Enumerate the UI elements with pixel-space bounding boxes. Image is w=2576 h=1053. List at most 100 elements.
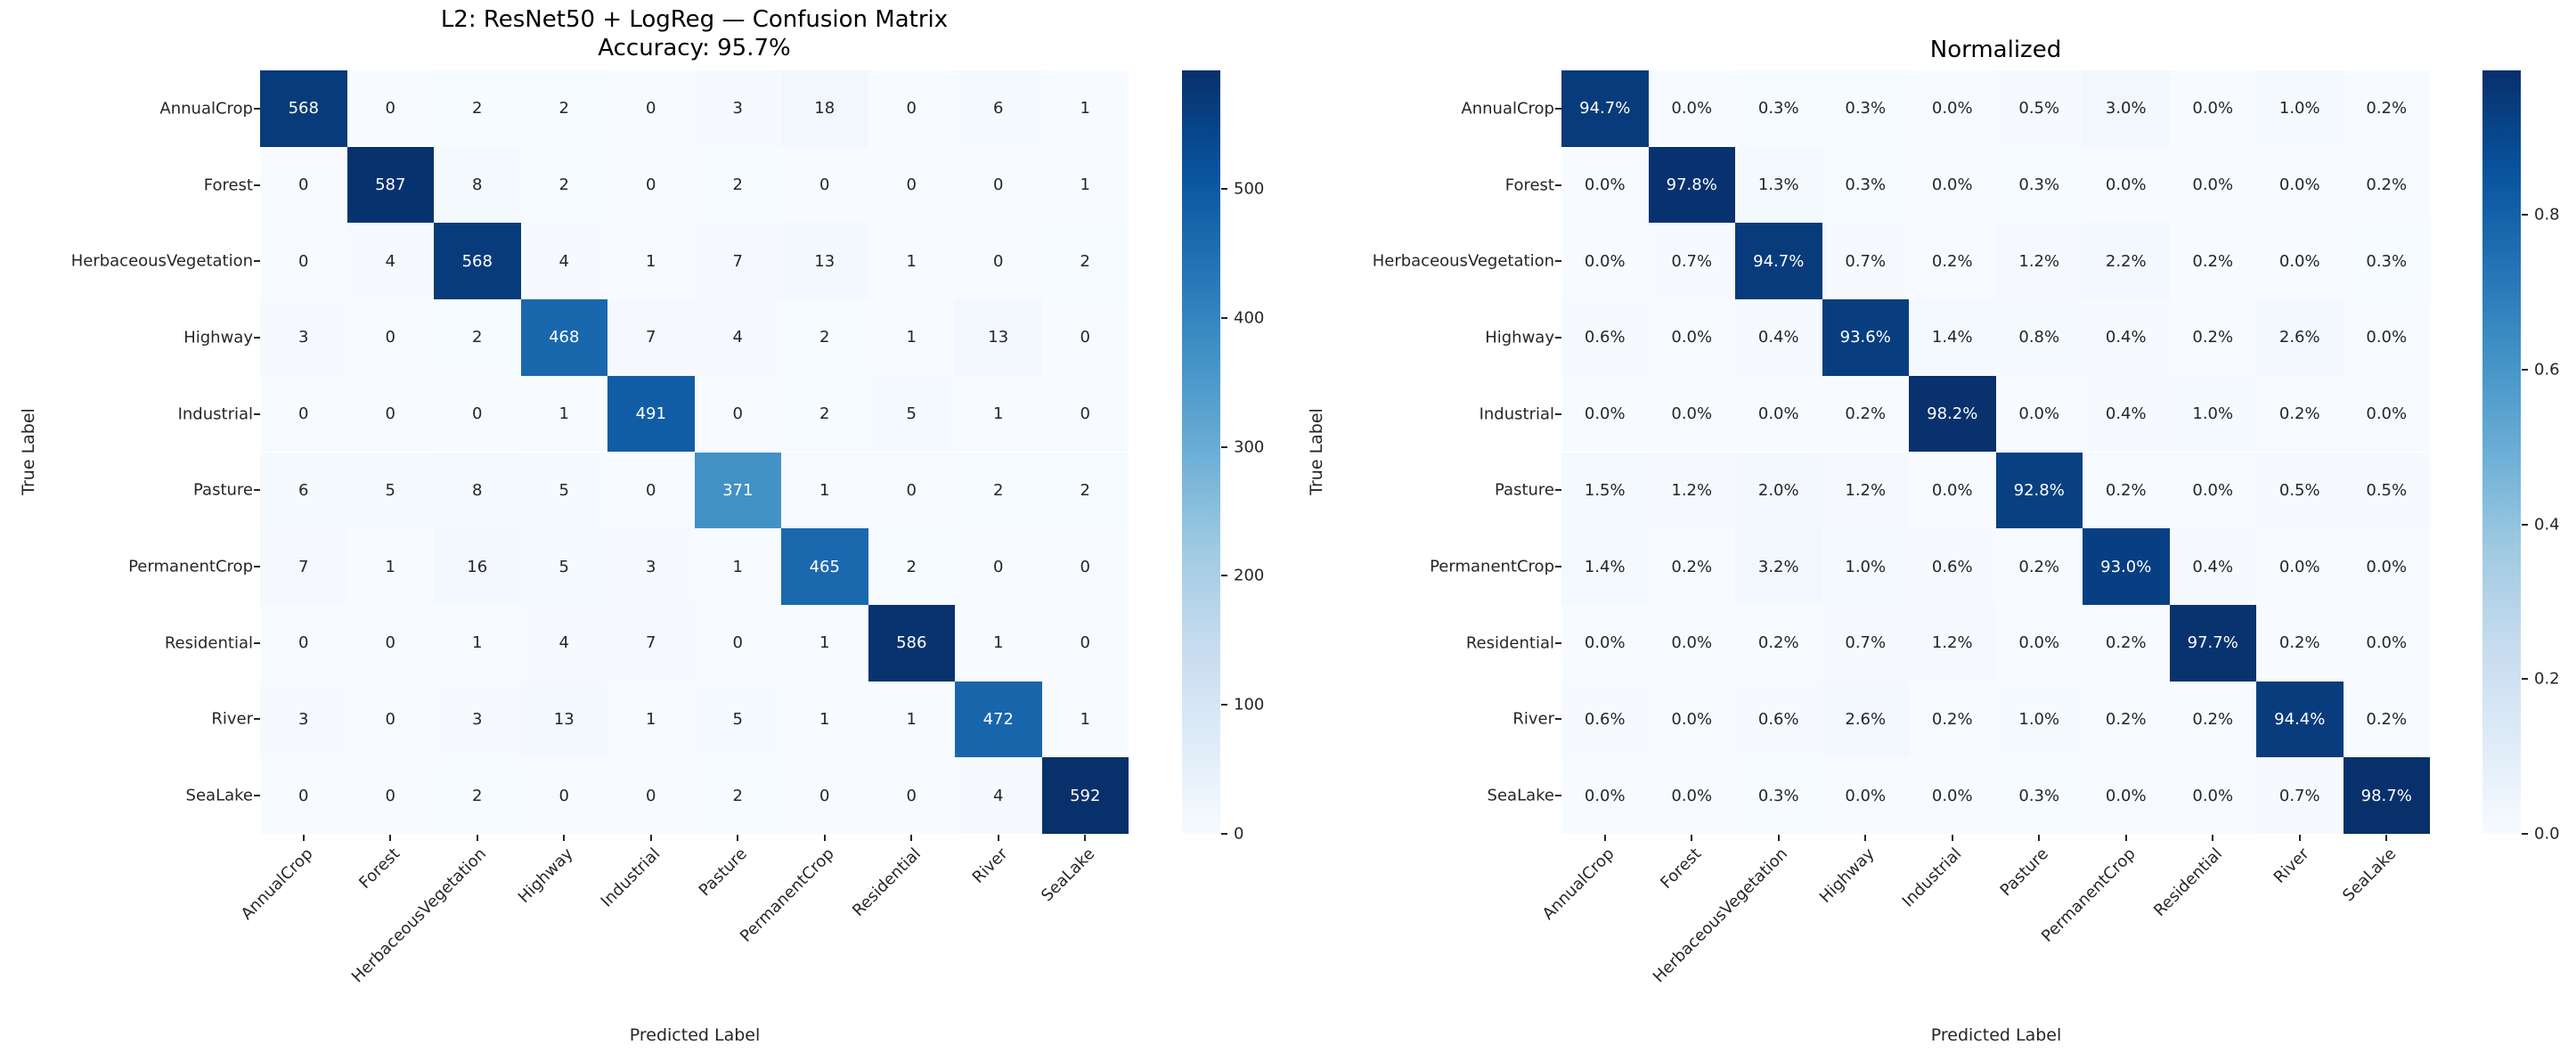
- cell-value: 94.4%: [2274, 709, 2326, 729]
- heatmap-cell: 0.6%: [1909, 528, 1996, 605]
- heatmap-cell: 0.2%: [1735, 604, 1822, 682]
- y-tick-label: Highway: [183, 328, 253, 347]
- cell-value: 0.6%: [1931, 557, 1973, 576]
- x-tick-mark: [389, 835, 392, 841]
- cell-value: 0.4%: [2105, 328, 2147, 347]
- x-tick-label: Industrial: [598, 845, 664, 911]
- cell-value: 1: [472, 633, 483, 653]
- heatmap-cell: 3.0%: [2083, 70, 2170, 147]
- heatmap-cell: 0: [694, 604, 781, 682]
- cell-value: 1: [1080, 176, 1090, 195]
- heatmap-cell: 0.2%: [2083, 452, 2170, 529]
- heatmap-cell: 94.4%: [2256, 681, 2344, 758]
- colorbar-tick-mark: [1221, 833, 1227, 835]
- cell-value: 0.3%: [2018, 176, 2060, 195]
- y-tick-label: Pasture: [193, 480, 253, 500]
- heatmap-cell: 1: [434, 604, 521, 682]
- y-tick-label: Industrial: [177, 404, 253, 424]
- heatmap-cell: 1.0%: [2256, 70, 2344, 147]
- cell-value: 3: [646, 557, 656, 576]
- cell-value: 0.4%: [2105, 404, 2147, 424]
- cell-value: 0.0%: [1584, 786, 1626, 805]
- heatmap-cell: 1: [1041, 681, 1129, 758]
- cell-value: 5: [732, 709, 743, 729]
- cell-value: 371: [722, 480, 754, 500]
- heatmap-cell: 0.3%: [1822, 146, 1909, 224]
- heatmap-cell: 7: [694, 223, 781, 300]
- cell-value: 0: [385, 709, 395, 729]
- heatmap-cell: 2: [1041, 223, 1129, 300]
- cell-value: 2: [732, 786, 743, 805]
- cell-value: 2: [819, 404, 830, 424]
- cell-value: 1: [819, 480, 830, 500]
- heatmap-cell: 2.6%: [1822, 681, 1909, 758]
- x-tick-label: Forest: [355, 845, 404, 893]
- cell-value: 0.0%: [1671, 99, 1713, 118]
- colorbar-tick-mark: [1221, 575, 1227, 577]
- heatmap-cell: 6: [955, 70, 1042, 147]
- cell-value: 1: [732, 557, 743, 576]
- heatmap-cell: 465: [781, 528, 868, 605]
- heatmap-cell: 0: [434, 375, 521, 453]
- cell-value: 0.0%: [2105, 176, 2147, 195]
- cell-value: 1: [646, 709, 656, 729]
- heatmap-cell: 0.0%: [1561, 604, 1649, 682]
- heatmap-cell: 0.4%: [2083, 375, 2170, 453]
- heatmap-cell: 0.0%: [1561, 757, 1649, 834]
- y-tick-mark: [254, 184, 260, 186]
- cell-value: 0: [732, 633, 743, 653]
- heatmap-cell: 1: [868, 681, 955, 758]
- heatmap-cell: 0.6%: [1735, 681, 1822, 758]
- cell-value: 3.0%: [2105, 99, 2147, 118]
- y-tick-label: HerbaceousVegetation: [70, 251, 253, 271]
- cell-value: 0: [646, 480, 656, 500]
- cell-value: 0: [646, 99, 656, 118]
- y-tick-label: Pasture: [1495, 480, 1554, 500]
- heatmap-cell: 97.7%: [2169, 604, 2256, 682]
- heatmap-cell: 1.2%: [1909, 604, 1996, 682]
- heatmap-cell: 0.0%: [2169, 70, 2256, 147]
- y-tick-mark: [1555, 184, 1561, 186]
- cell-value: 93.6%: [1839, 328, 1891, 347]
- heatmap-cell: 0.7%: [2256, 757, 2344, 834]
- heatmap-cell: 3: [434, 681, 521, 758]
- cell-value: 0: [298, 786, 309, 805]
- x-tick-label: AnnualCrop: [1538, 845, 1618, 924]
- cell-value: 1.4%: [1931, 328, 1973, 347]
- cell-value: 13: [553, 709, 575, 729]
- cell-value: 16: [467, 557, 488, 576]
- cell-value: 1: [1080, 709, 1090, 729]
- cell-value: 0.7%: [2278, 786, 2320, 805]
- heatmap-cell: 1.4%: [1909, 299, 1996, 376]
- cell-value: 1: [993, 633, 1004, 653]
- left-plot-title-line1: L2: ResNet50 + LogReg — Confusion Matrix: [440, 6, 949, 33]
- heatmap-cell: 2: [781, 299, 868, 376]
- heatmap-cell: 13: [520, 681, 607, 758]
- cell-value: 0.0%: [1584, 176, 1626, 195]
- heatmap-cell: 0.0%: [1909, 452, 1996, 529]
- heatmap-cell: 0.2%: [2256, 604, 2344, 682]
- colorbar-tick-label: 100: [1234, 695, 1265, 714]
- cell-value: 0: [906, 99, 917, 118]
- x-tick-label: Industrial: [1899, 845, 1966, 911]
- y-tick-label: Highway: [1485, 328, 1554, 347]
- heatmap-cell: 2: [434, 757, 521, 834]
- heatmap-cell: 0.4%: [1735, 299, 1822, 376]
- heatmap-cell: 0.0%: [1735, 375, 1822, 453]
- cell-value: 0.3%: [2018, 786, 2060, 805]
- heatmap-cell: 0.0%: [1561, 375, 1649, 453]
- y-tick-mark: [254, 107, 260, 110]
- cell-value: 0: [298, 176, 309, 195]
- cell-value: 1.2%: [1671, 480, 1713, 500]
- x-tick-mark: [1691, 835, 1693, 841]
- heatmap-cell: 586: [868, 604, 955, 682]
- cell-value: 0.6%: [1584, 328, 1626, 347]
- heatmap-cell: 1: [781, 604, 868, 682]
- heatmap-cell: 1.3%: [1735, 146, 1822, 224]
- colorbar-tick-label: 0.4: [2534, 515, 2560, 535]
- heatmap-cell: 0.2%: [2343, 70, 2430, 147]
- cell-value: 472: [982, 709, 1014, 729]
- heatmap-cell: 4: [520, 223, 607, 300]
- cell-value: 0: [385, 328, 395, 347]
